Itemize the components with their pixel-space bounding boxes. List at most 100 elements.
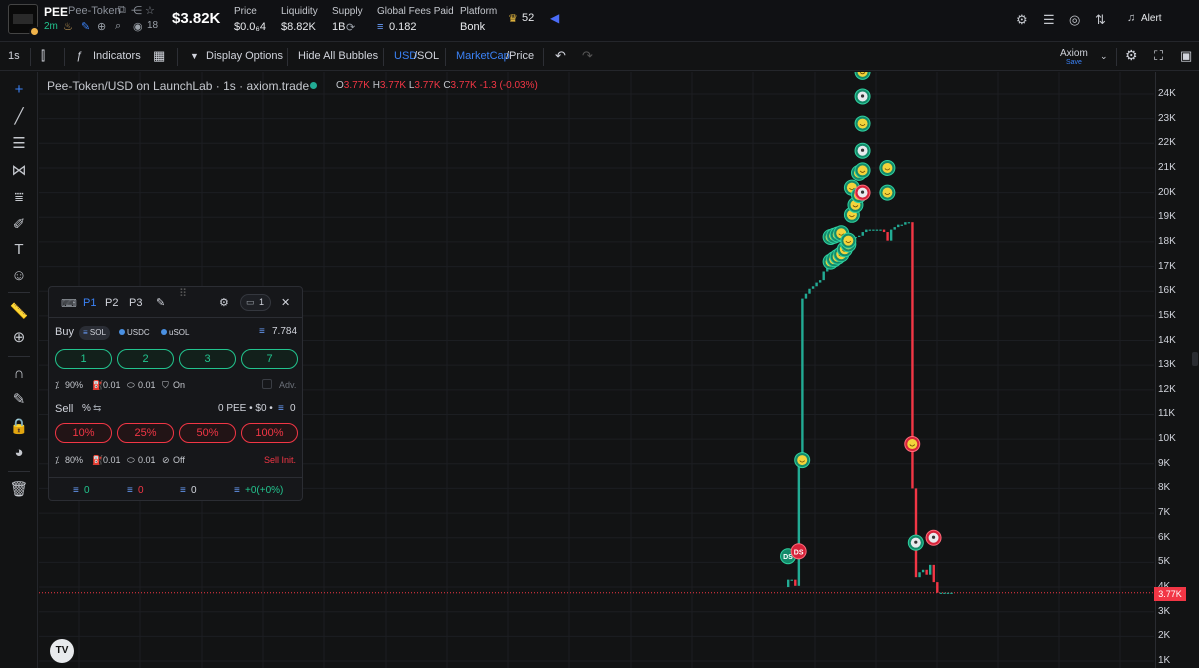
crosshair-icon[interactable]: +: [14, 81, 24, 98]
lock-drawing-icon[interactable]: ✎: [12, 391, 26, 408]
search-icon[interactable]: ⌕: [115, 20, 122, 32]
currency-usol[interactable]: uSOL: [157, 326, 193, 340]
buy-mev[interactable]: On: [173, 380, 186, 390]
buy-amount-4[interactable]: 7: [241, 349, 298, 369]
adv-checkbox[interactable]: [262, 379, 272, 389]
pattern-icon[interactable]: ⋈: [11, 162, 27, 179]
brush-icon[interactable]: ✐: [12, 216, 26, 233]
sell-bribe[interactable]: 0.01: [138, 455, 156, 465]
camera-icon[interactable]: ▣: [1180, 48, 1193, 63]
layout-name[interactable]: Axiom: [1060, 48, 1088, 59]
display-options-button[interactable]: Display Options: [206, 50, 284, 62]
sell-amount-10[interactable]: 10%: [55, 423, 112, 443]
undo-icon[interactable]: ↶: [555, 48, 566, 63]
buy-amount-2[interactable]: 2: [117, 349, 174, 369]
panel-settings-icon[interactable]: ⚙: [219, 297, 229, 309]
projection-icon[interactable]: ⩸: [14, 189, 24, 206]
caret-down-icon[interactable]: ▼: [190, 51, 199, 61]
magnet-icon[interactable]: ∩: [13, 365, 25, 382]
wallet-selector[interactable]: ▭ 1: [240, 294, 271, 311]
tab-p2[interactable]: P2: [105, 297, 119, 309]
layout-grid-icon[interactable]: ▦: [153, 48, 166, 63]
redo-icon[interactable]: ↷: [582, 48, 593, 63]
sell-amount-50[interactable]: 50%: [179, 423, 236, 443]
star-icon[interactable]: ☆: [145, 5, 155, 17]
close-icon[interactable]: ✕: [281, 297, 291, 309]
lock-icon[interactable]: 🔒: [9, 418, 29, 435]
sell-priority[interactable]: 0.01: [103, 455, 121, 465]
interval-button[interactable]: 1s: [8, 50, 20, 62]
trend-line-icon[interactable]: ╱: [14, 108, 24, 125]
side-panel-toggle[interactable]: [1192, 352, 1198, 366]
buy-amount-1[interactable]: 1: [55, 349, 112, 369]
pump-icon[interactable]: ♨: [63, 21, 73, 33]
megaphone-icon[interactable]: ◀: [550, 11, 560, 25]
y-tick-label: 1K: [1158, 655, 1171, 666]
share-icon[interactable]: ⋲: [131, 5, 142, 17]
face-mouth: [845, 240, 852, 244]
bubble-avatar: [843, 235, 854, 246]
copy-icon[interactable]: ⧉: [118, 4, 126, 16]
usd-toggle[interactable]: USD: [394, 50, 418, 62]
sell-init-button[interactable]: Sell Init.: [264, 455, 297, 465]
candle: [907, 222, 911, 224]
hide-bubbles-button[interactable]: Hide All Bubbles: [298, 50, 379, 62]
token-name[interactable]: Pee-Token: [68, 5, 121, 17]
fullscreen-icon[interactable]: ⛶: [1154, 48, 1164, 63]
currency-sol[interactable]: ≡ SOL: [79, 326, 110, 340]
marketcap-toggle[interactable]: MarketCap: [456, 50, 510, 62]
ohlc-readout: O3.77K H3.77K L3.77K C3.77K -1.3 (-0.03%…: [336, 80, 538, 91]
list-icon[interactable]: ☰: [1043, 12, 1055, 27]
sell-slippage[interactable]: 80%: [65, 455, 84, 465]
buy-slippage[interactable]: 90%: [65, 380, 84, 390]
settings-icon[interactable]: ⚙: [1016, 12, 1028, 27]
adv-label[interactable]: Adv.: [279, 380, 297, 390]
swap-icon[interactable]: ⇅: [1095, 12, 1106, 27]
token-logo[interactable]: [8, 4, 38, 34]
text-tool-icon[interactable]: T: [14, 241, 24, 258]
zoom-in-icon[interactable]: ⊕: [12, 329, 26, 346]
keyboard-icon[interactable]: ⌨: [61, 298, 77, 310]
sell-amount-100[interactable]: 100%: [241, 423, 298, 443]
sell-mode[interactable]: %: [82, 403, 91, 414]
sell-amount-25[interactable]: 25%: [117, 423, 174, 443]
candle: [886, 232, 889, 241]
price-axis[interactable]: [1155, 72, 1189, 668]
edit-icon[interactable]: ✎: [156, 297, 166, 309]
tab-p1[interactable]: P1: [83, 297, 97, 309]
price-toggle[interactable]: /Price: [506, 50, 535, 62]
bubble-label: DS: [783, 554, 793, 561]
eye-visibility-icon[interactable]: ◕: [14, 444, 24, 461]
buy-priority[interactable]: 0.01: [103, 380, 121, 390]
sol-toggle[interactable]: /SOL: [414, 50, 440, 62]
candle-type-icon[interactable]: ⫿: [41, 48, 46, 63]
trash-icon[interactable]: 🗑: [9, 481, 29, 498]
chart-settings-icon[interactable]: ⚙: [1125, 47, 1138, 63]
website-icon[interactable]: ⊕: [97, 21, 107, 33]
swap-mode-icon[interactable]: ⇆: [93, 403, 102, 414]
currency-usdc[interactable]: USDC: [115, 326, 154, 340]
pen-icon[interactable]: ✎: [81, 21, 91, 33]
buy-bribe[interactable]: 0.01: [138, 380, 156, 390]
buy-amount-3[interactable]: 3: [179, 349, 236, 369]
fees-label: Global Fees Paid: [377, 6, 454, 17]
indicators-icon[interactable]: ƒ: [76, 50, 83, 62]
refresh-icon[interactable]: ⟳: [346, 22, 356, 34]
drag-handle-icon[interactable]: ⠿: [179, 288, 188, 300]
bell-icon[interactable]: ♫: [1127, 12, 1136, 24]
chevron-down-icon[interactable]: ⌄: [1100, 51, 1108, 61]
target-icon[interactable]: ◎: [1069, 12, 1081, 27]
fib-lines-icon[interactable]: ☰: [12, 135, 26, 152]
tab-p3[interactable]: P3: [129, 297, 143, 309]
indicators-button[interactable]: Indicators: [93, 50, 141, 62]
ruler-icon[interactable]: 📏: [9, 303, 29, 320]
y-tick-label: 16K: [1158, 285, 1176, 297]
sell-mev[interactable]: Off: [173, 455, 185, 465]
layout-save[interactable]: Save: [1066, 59, 1082, 66]
candle: [797, 463, 801, 586]
alert-button[interactable]: Alert: [1141, 13, 1162, 24]
currency-sol-label: SOL: [89, 328, 106, 337]
tradingview-logo[interactable]: TV: [50, 639, 74, 663]
emoji-icon[interactable]: ☺: [11, 267, 27, 284]
